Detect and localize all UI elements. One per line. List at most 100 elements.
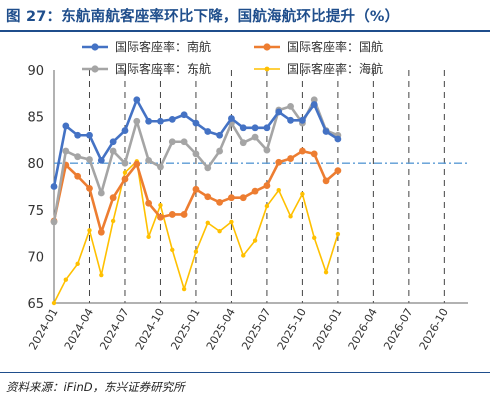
- data-point: [170, 247, 175, 253]
- data-point: [51, 300, 57, 306]
- data-point: [121, 175, 129, 183]
- data-point: [62, 147, 70, 155]
- x-tick-label: 2024-04: [62, 306, 96, 352]
- data-point: [109, 147, 117, 155]
- data-point: [97, 157, 105, 164]
- x-tick-label: 2025-04: [204, 306, 238, 352]
- data-point: [310, 101, 318, 108]
- data-point: [168, 138, 176, 146]
- x-tick-label: 2025-10: [275, 306, 309, 352]
- data-point: [251, 133, 259, 141]
- x-tick-label: 2024-07: [97, 306, 131, 352]
- data-point: [300, 191, 305, 197]
- data-point: [63, 277, 69, 282]
- data-point: [287, 155, 294, 162]
- data-point: [275, 108, 283, 116]
- data-point: [276, 188, 281, 193]
- data-point: [86, 184, 93, 192]
- data-point: [97, 189, 105, 197]
- x-tick-label: 2025-07: [239, 306, 273, 352]
- data-point: [86, 156, 93, 163]
- data-point: [322, 128, 330, 135]
- data-point: [181, 286, 187, 292]
- y-tick-label: 85: [27, 111, 44, 126]
- data-point: [50, 183, 58, 190]
- data-point: [50, 218, 58, 226]
- x-tick-label: 2026-04: [346, 306, 380, 352]
- data-point: [334, 135, 342, 143]
- x-tick-label: 2024-10: [133, 306, 167, 352]
- data-point: [146, 234, 151, 240]
- data-point: [74, 131, 82, 139]
- data-point: [193, 249, 199, 254]
- legend-marker: [91, 43, 99, 51]
- data-point: [322, 177, 330, 185]
- data-point: [228, 115, 235, 122]
- legend-marker: [91, 65, 99, 73]
- data-point: [264, 203, 270, 209]
- data-point: [133, 117, 141, 125]
- data-point: [87, 228, 92, 233]
- data-point: [288, 214, 293, 219]
- data-point: [263, 146, 271, 154]
- data-point: [157, 117, 164, 125]
- data-point: [157, 163, 164, 171]
- legend-label: 国际客座率：东航: [115, 61, 211, 76]
- y-tick-label: 80: [27, 157, 44, 172]
- x-tick-label: 2026-01: [310, 306, 344, 352]
- footer-divider: [0, 372, 490, 373]
- data-point: [74, 153, 82, 161]
- data-point: [323, 270, 329, 275]
- x-tick-label: 2024-01: [26, 306, 60, 352]
- data-point: [287, 116, 294, 124]
- data-point: [97, 228, 105, 236]
- data-point: [86, 131, 93, 139]
- data-point: [121, 127, 129, 134]
- data-point: [157, 213, 164, 221]
- data-point: [263, 124, 271, 132]
- data-point: [216, 131, 224, 139]
- data-point: [299, 147, 306, 155]
- data-point: [335, 231, 341, 237]
- data-point: [133, 96, 141, 104]
- data-point: [239, 124, 247, 132]
- x-tick-label: 2025-01: [168, 306, 202, 352]
- data-point: [216, 198, 224, 206]
- data-point: [168, 115, 176, 123]
- legend-label: 国际客座率：南航: [115, 39, 211, 54]
- data-point: [133, 160, 141, 168]
- legend-label: 国际客座率：国航: [287, 39, 383, 54]
- data-point: [275, 158, 283, 166]
- data-point: [287, 102, 294, 110]
- x-tick-label: 2026-10: [417, 306, 451, 352]
- data-point: [109, 194, 117, 202]
- data-point: [239, 139, 247, 147]
- data-point: [192, 150, 200, 158]
- x-tick-label: 2026-07: [381, 306, 415, 352]
- data-point: [122, 170, 128, 175]
- data-point: [158, 202, 163, 208]
- data-point: [239, 194, 247, 202]
- data-point: [204, 128, 212, 135]
- data-point: [263, 182, 271, 189]
- line-chart: 2024-01 2024-04 2024-07 2024-10 2025-01 2025-…: [26, 39, 468, 352]
- data-point: [192, 185, 200, 193]
- y-tick-label: 75: [27, 204, 44, 219]
- chart-title: 图 27：东航南航客座率环比下降，国航海航环比提升（%）: [6, 9, 400, 25]
- data-point: [180, 211, 188, 218]
- data-point: [205, 220, 210, 226]
- data-point: [192, 119, 200, 127]
- y-tick-label: 70: [27, 250, 44, 265]
- data-point: [217, 229, 222, 234]
- data-point: [299, 116, 306, 124]
- data-point: [121, 159, 129, 167]
- data-point: [310, 96, 318, 104]
- title-divider: [0, 30, 490, 32]
- data-point: [145, 199, 153, 207]
- legend-marker: [263, 43, 271, 51]
- data-point: [145, 157, 153, 164]
- data-point: [251, 124, 259, 132]
- data-point: [75, 261, 80, 267]
- data-point: [99, 272, 104, 278]
- data-point: [229, 219, 234, 225]
